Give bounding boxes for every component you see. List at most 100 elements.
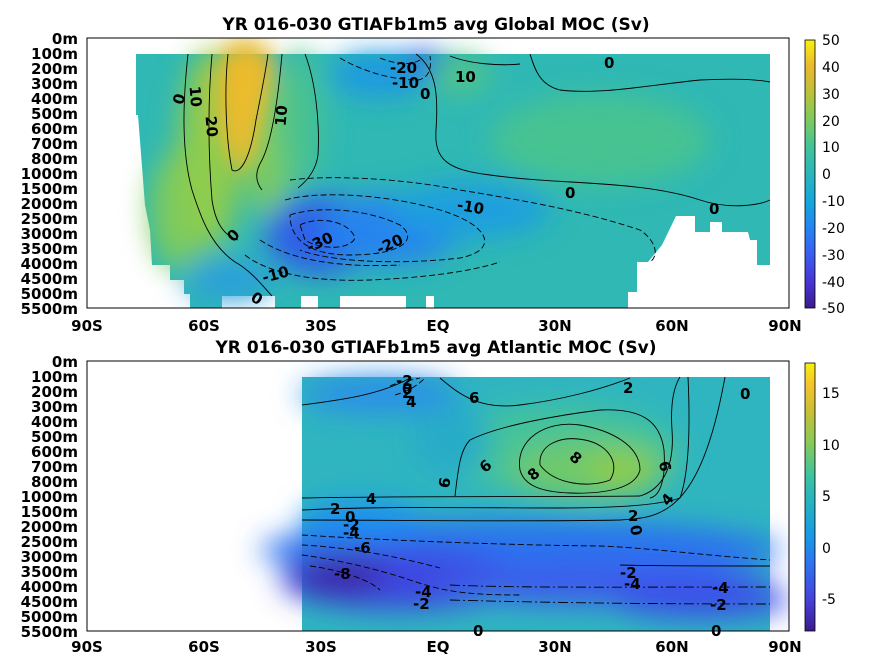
panel2-ytick-labels: 0m 100m 200m 300m 400m 500m 600m 700m 80… [21, 353, 78, 641]
y-tick-label: 200m [31, 383, 78, 401]
y-tick-label: 600m [31, 443, 78, 461]
colorbar-tick-label: -30 [822, 248, 845, 264]
contour-label: 10 [272, 104, 292, 126]
y-tick-label: 3500m [21, 240, 78, 258]
contour-label: 0 [473, 622, 483, 640]
y-tick-label: 200m [31, 60, 78, 78]
panel2-title: YR 016-030 GTIAFb1m5 avg Atlantic MOC (S… [215, 338, 657, 358]
y-tick-label: 400m [31, 413, 78, 431]
panel2-xtick-labels: 90S 60S 30S EQ 30N 60N 90N [71, 638, 802, 656]
colorbar-tick-label: -50 [822, 301, 845, 317]
colorbar-tick-label: 0 [822, 167, 831, 183]
y-tick-label: 500m [31, 105, 78, 123]
contour-label: 10 [455, 68, 476, 86]
contour-label: 0 [711, 622, 721, 640]
panel1-plot [136, 38, 771, 308]
x-tick-label: 90N [768, 638, 801, 656]
x-tick-label: 60S [188, 638, 220, 656]
y-tick-label: 300m [31, 398, 78, 416]
y-tick-label: 700m [31, 135, 78, 153]
panel1-frame [86, 37, 790, 309]
y-tick-label: 100m [31, 368, 78, 386]
y-tick-label: 600m [31, 120, 78, 138]
y-tick-label: 100m [31, 45, 78, 63]
contour-label: 0 [345, 508, 355, 526]
y-tick-label: 400m [31, 90, 78, 108]
contour-label: -2 [710, 596, 727, 614]
y-tick-label: 4000m [21, 255, 78, 273]
contour-label: -10 [456, 196, 486, 218]
contour-label: -2 [620, 564, 637, 582]
contour-label: 6 [435, 476, 455, 489]
y-tick-label: 5000m [21, 608, 78, 626]
colorbar-tick-label: 40 [822, 60, 840, 76]
contour-label: 10 [186, 85, 206, 107]
panel1-bathymetry [676, 216, 722, 232]
colorbar-tick-label: 0 [822, 541, 831, 557]
colorbar-tick-label: 50 [822, 33, 840, 49]
contour-label: -10 [392, 74, 419, 92]
x-tick-label: 60N [655, 638, 688, 656]
y-tick-label: 500m [31, 428, 78, 446]
y-tick-label: 2000m [21, 518, 78, 536]
contour-label: 2 [623, 379, 633, 397]
contour-label: -4 [624, 575, 641, 593]
x-tick-label: 60S [188, 317, 220, 335]
x-tick-label: EQ [427, 638, 450, 656]
contour-label: 20 [202, 115, 222, 137]
y-tick-label: 800m [31, 473, 78, 491]
colorbar-tick-label: -5 [822, 592, 836, 608]
contour-label: 0 [169, 92, 189, 107]
panel2-colorbar-ticks: 15 10 5 0 -5 [822, 386, 840, 608]
panel2-field [260, 377, 789, 631]
contour-label: -2 [413, 595, 430, 613]
contour-label: 0 [709, 200, 719, 218]
colorbar-tick-label: 10 [822, 438, 840, 454]
x-tick-label: EQ [427, 317, 450, 335]
y-tick-label: 3000m [21, 548, 78, 566]
y-tick-label: 700m [31, 458, 78, 476]
y-tick-label: 5000m [21, 285, 78, 303]
contour-label: 0 [626, 524, 646, 537]
colorbar-tick-label: -10 [822, 194, 845, 210]
colorbar-tick-label: -20 [822, 221, 845, 237]
panel1-field [136, 38, 770, 308]
panel1-core-north [228, 54, 270, 175]
contour-label: 2 [402, 384, 412, 402]
x-tick-label: 60N [655, 317, 688, 335]
y-tick-label: 1000m [21, 165, 78, 183]
colorbar-tick-label: 30 [822, 87, 840, 103]
y-tick-label: 1500m [21, 503, 78, 521]
contour-label: -20 [390, 59, 417, 77]
contour-label: -2 [343, 516, 360, 534]
contour-label: 0 [565, 184, 575, 202]
x-tick-label: 90N [768, 317, 801, 335]
contour-label: -8 [334, 565, 351, 583]
colorbar-tick-label: 20 [822, 114, 840, 130]
contour-label: -4 [415, 583, 432, 601]
panel1-contours [183, 53, 771, 297]
contour-label: 0 [420, 85, 430, 103]
y-tick-label: 4000m [21, 578, 78, 596]
contour-label: 0 [740, 385, 750, 403]
contour-label: 2 [628, 507, 638, 525]
y-tick-label: 5500m [21, 300, 78, 318]
x-tick-label: 90S [71, 317, 103, 335]
y-tick-label: 1000m [21, 488, 78, 506]
contour-label: 0 [604, 54, 614, 72]
panel1-xtick-labels: 90S 60S 30S EQ 30N 60N 90N [71, 317, 802, 335]
panel1-title: YR 016-030 GTIAFb1m5 avg Global MOC (Sv) [221, 15, 649, 35]
y-tick-label: 5500m [21, 623, 78, 641]
y-tick-label: 0m [52, 30, 78, 48]
contour-label: 0 [402, 380, 412, 398]
y-tick-label: 4500m [21, 270, 78, 288]
x-tick-label: 30N [538, 317, 571, 335]
panel2-frame [86, 360, 790, 632]
contour-label: -6 [354, 539, 371, 557]
panel2-plot [260, 376, 789, 631]
y-tick-label: 2500m [21, 533, 78, 551]
contour-label: -2 [396, 372, 413, 390]
y-tick-label: 0m [52, 353, 78, 371]
panel2-contours [301, 376, 771, 605]
